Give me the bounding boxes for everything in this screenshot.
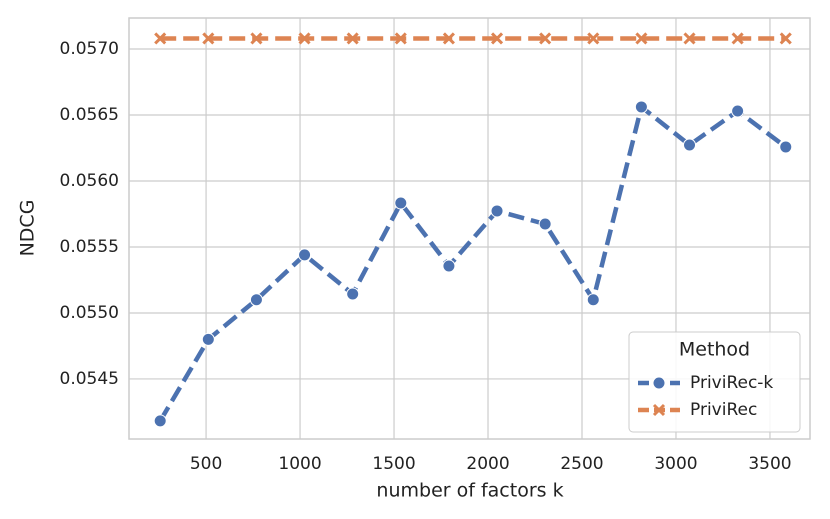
legend-box bbox=[628, 331, 801, 433]
legend-title: Method bbox=[679, 339, 750, 361]
x-tick-label: 2000 bbox=[466, 454, 509, 474]
marker bbox=[250, 32, 263, 45]
marker bbox=[249, 293, 263, 307]
marker bbox=[538, 217, 552, 231]
y-tick-label: 0.0570 bbox=[60, 39, 119, 59]
legend-marker bbox=[652, 376, 666, 390]
marker bbox=[779, 32, 792, 45]
marker bbox=[731, 32, 744, 45]
marker bbox=[683, 138, 697, 152]
legend-label: PriviRec bbox=[690, 400, 757, 420]
marker bbox=[539, 32, 552, 45]
x-tick-label: 3000 bbox=[654, 454, 697, 474]
marker bbox=[683, 32, 696, 45]
legend-label: PriviRec-k bbox=[690, 373, 773, 393]
marker bbox=[779, 140, 793, 154]
marker bbox=[153, 414, 167, 428]
marker bbox=[394, 32, 407, 45]
y-tick-label: 0.0555 bbox=[60, 237, 119, 257]
y-axis-label: NDCG bbox=[17, 200, 39, 257]
marker bbox=[394, 196, 408, 210]
marker bbox=[442, 32, 455, 45]
y-tick-label: 0.0550 bbox=[60, 303, 119, 323]
series-line bbox=[158, 103, 788, 423]
marker bbox=[490, 32, 504, 45]
marker bbox=[442, 259, 456, 273]
x-axis-label: number of factors k bbox=[376, 480, 563, 502]
y-tick-label: 0.0545 bbox=[60, 369, 119, 389]
marker bbox=[634, 100, 648, 114]
y-tick-label: 0.0560 bbox=[60, 171, 119, 191]
y-tick-label: 0.0565 bbox=[60, 105, 119, 125]
marker bbox=[202, 32, 215, 45]
x-tick-label: 1500 bbox=[372, 454, 415, 474]
x-tick-label: 500 bbox=[190, 454, 222, 474]
marker bbox=[154, 32, 167, 45]
marker bbox=[201, 332, 215, 346]
marker bbox=[298, 248, 312, 262]
legend-marker bbox=[652, 403, 666, 417]
x-tick-label: 1000 bbox=[278, 454, 321, 474]
marker bbox=[635, 32, 648, 45]
x-tick-label: 2500 bbox=[560, 454, 603, 474]
x-tick-label: 3500 bbox=[748, 454, 791, 474]
marker bbox=[731, 104, 745, 118]
marker bbox=[346, 32, 359, 45]
marker bbox=[490, 204, 504, 218]
marker bbox=[587, 32, 600, 45]
marker bbox=[346, 287, 360, 301]
marker bbox=[298, 32, 311, 45]
marker bbox=[586, 293, 600, 307]
plot-frame bbox=[128, 17, 811, 440]
